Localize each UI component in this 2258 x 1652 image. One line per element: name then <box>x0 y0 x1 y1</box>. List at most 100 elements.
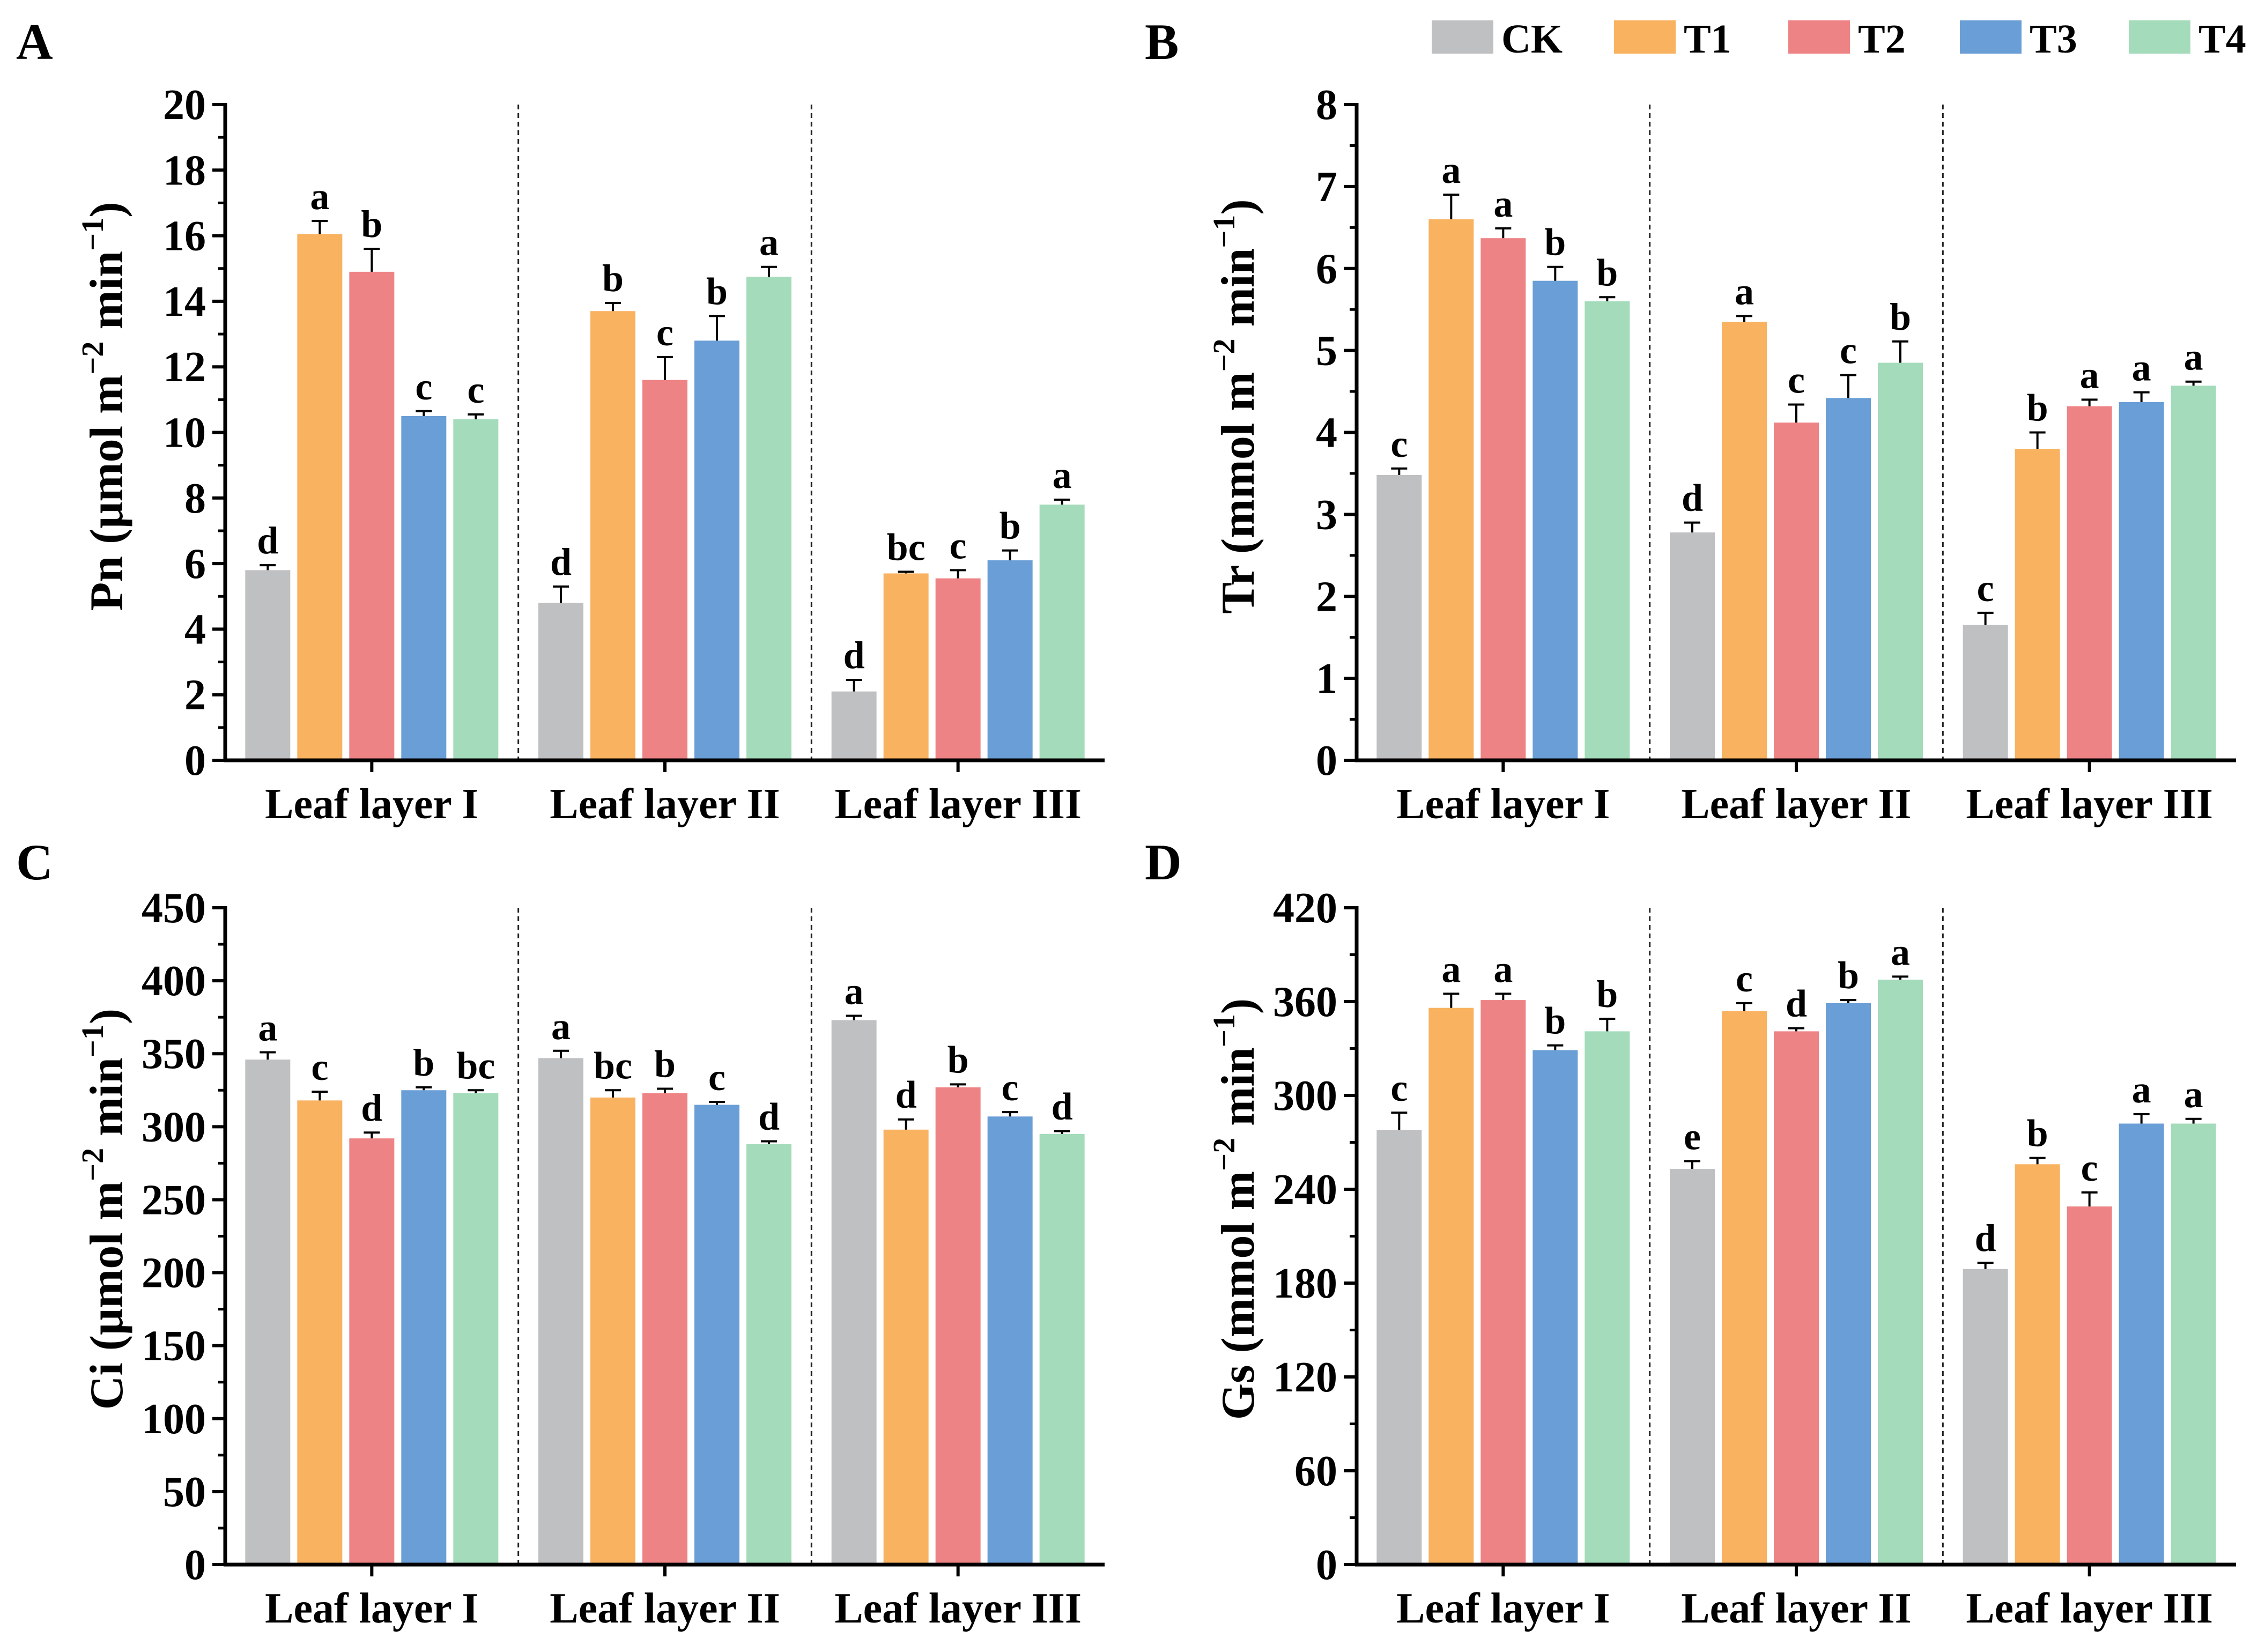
bar-t4 <box>1039 1134 1085 1565</box>
y-tick-label: 12 <box>163 344 206 391</box>
y-axis-title-end: ) <box>1212 199 1264 214</box>
y-axis-title: Pn (μmol m−2 min−1) <box>75 202 133 611</box>
y-axis-title-sup1: −2 <box>75 342 110 375</box>
significance-label: b <box>706 270 728 313</box>
x-category-label: Leaf layer I <box>1396 781 1610 828</box>
y-axis-title-mid: min <box>81 1057 133 1148</box>
bar-t4 <box>2171 386 2216 760</box>
legend-swatch-t3 <box>1960 20 2022 54</box>
significance-label: a <box>1493 182 1513 225</box>
legend-item-t3: T3 <box>1960 17 2077 62</box>
y-axis-title-sup2: −1 <box>75 218 110 251</box>
significance-label: c <box>1390 1066 1408 1109</box>
bar-ck <box>538 603 583 760</box>
y-axis-title-sup2: −1 <box>1206 215 1241 248</box>
significance-label: b <box>361 203 382 246</box>
bar-t3 <box>1826 1003 1871 1565</box>
bar-t4 <box>1585 301 1630 760</box>
bar-t2 <box>2067 1206 2112 1565</box>
significance-label: c <box>311 1046 328 1088</box>
y-tick-label: 50 <box>163 1469 206 1516</box>
significance-label: b <box>2027 387 2048 429</box>
x-category-label: Leaf layer III <box>1966 1585 2213 1632</box>
bar-ck <box>1670 532 1715 760</box>
significance-label: a <box>845 969 864 1012</box>
significance-label: c <box>950 524 967 567</box>
bar-t2 <box>935 578 981 760</box>
significance-label: a <box>1493 947 1513 990</box>
significance-label: b <box>1596 251 1618 294</box>
y-tick-label: 6 <box>1316 246 1337 293</box>
y-tick-label: 300 <box>142 1103 206 1151</box>
y-tick-label: 150 <box>142 1323 206 1370</box>
y-tick-label: 300 <box>1273 1072 1337 1120</box>
bar-ck <box>245 1060 291 1565</box>
y-tick-label: 420 <box>1273 885 1337 932</box>
y-axis-title-main: Pn (μmol m <box>81 375 133 611</box>
legend-item-t1: T1 <box>1614 17 1731 62</box>
significance-label: a <box>2132 1068 2151 1111</box>
significance-label: a <box>2184 336 2203 379</box>
bar-t1 <box>297 1100 343 1565</box>
significance-label: a <box>2132 346 2151 389</box>
y-axis-title-main: Gs (mmol m <box>1212 1171 1264 1420</box>
significance-label: b <box>1544 221 1566 264</box>
significance-label: d <box>1052 1085 1073 1128</box>
bar-t3 <box>987 1116 1033 1565</box>
legend-label-t3: T3 <box>2030 17 2077 62</box>
panel-c: C Ci (μmol m−2 min−1) 0 50 100 150 200 250 300… <box>16 834 1105 1632</box>
y-axis-title-sup1: −2 <box>1206 338 1241 372</box>
y-tick-label: 360 <box>1273 979 1337 1026</box>
significance-label: c <box>1002 1066 1019 1109</box>
bar-t2 <box>935 1087 981 1565</box>
significance-label: c <box>2081 1146 2098 1189</box>
significance-label: a <box>1441 947 1461 990</box>
legend-item-ck: CK <box>1432 17 1563 62</box>
significance-label: a <box>2080 353 2099 396</box>
significance-label: a <box>1441 149 1461 191</box>
bar-t2 <box>1774 1031 1819 1565</box>
y-tick-label: 120 <box>1273 1354 1337 1401</box>
bar-t3 <box>401 1090 447 1565</box>
bar-ck <box>831 691 877 760</box>
bar-t1 <box>590 1097 635 1565</box>
bar-t2 <box>349 1138 395 1565</box>
significance-label: a <box>1053 454 1072 497</box>
significance-label: bc <box>887 525 926 568</box>
significance-label: b <box>947 1038 969 1081</box>
bar-t3 <box>987 560 1033 760</box>
y-tick-label: 2 <box>1316 573 1337 620</box>
bar-t3 <box>2119 1123 2164 1565</box>
significance-label: c <box>656 311 673 354</box>
significance-label: b <box>654 1043 676 1086</box>
significance-label: b <box>1544 999 1566 1042</box>
x-category-label: Leaf layer II <box>550 1585 780 1632</box>
x-category-label: Leaf layer I <box>265 781 478 828</box>
significance-label: c <box>1736 957 1753 1000</box>
y-tick-label: 0 <box>184 1542 206 1589</box>
significance-label: a <box>759 221 779 264</box>
legend: CK T1 T2 T3 T4 <box>1432 17 2246 62</box>
y-tick-label: 2 <box>184 672 206 719</box>
bar-t4 <box>746 1144 791 1565</box>
significance-label: b <box>1838 954 1859 997</box>
y-axis-title-sup1: −2 <box>1206 1138 1241 1171</box>
significance-label: d <box>550 540 572 583</box>
y-tick-label: 0 <box>184 737 206 784</box>
y-tick-label: 18 <box>163 147 206 194</box>
bar-t3 <box>1533 280 1578 760</box>
bar-ck <box>1670 1169 1715 1565</box>
bar-t1 <box>2015 1164 2060 1565</box>
y-tick-label: 4 <box>1316 410 1337 457</box>
bar-ck <box>1963 1269 2008 1565</box>
y-axis-title-mid: min <box>1212 248 1264 339</box>
bar-t2 <box>2067 406 2112 760</box>
y-tick-label: 3 <box>1316 491 1337 538</box>
bar-t3 <box>2119 402 2164 760</box>
x-category-label: Leaf layer I <box>1396 1585 1610 1632</box>
bar-t1 <box>590 311 635 760</box>
bar-t4 <box>2171 1123 2216 1565</box>
y-tick-label: 7 <box>1316 164 1337 211</box>
significance-label: b <box>2027 1112 2048 1155</box>
